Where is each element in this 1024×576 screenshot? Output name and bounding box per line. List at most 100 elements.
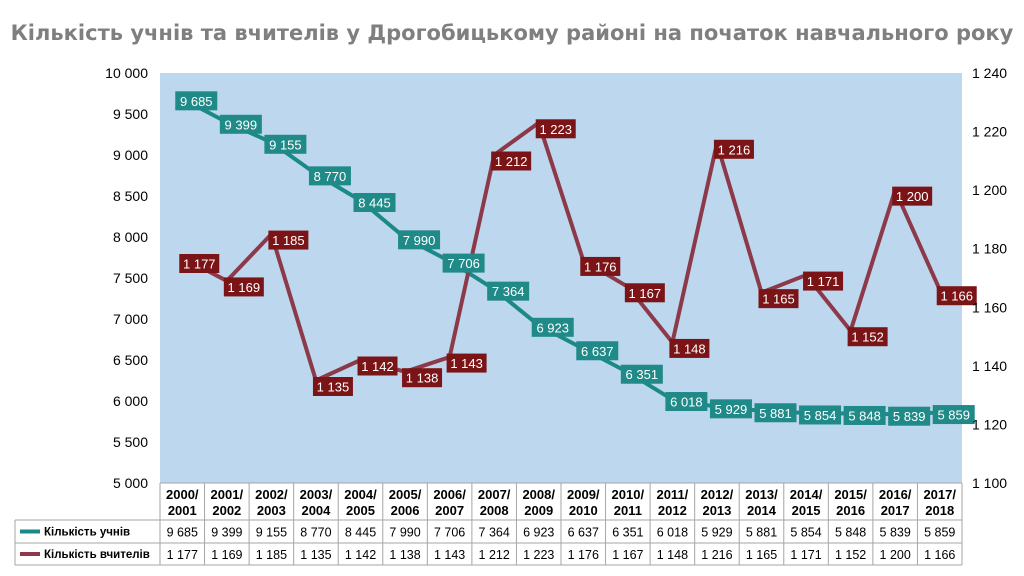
students-data-label: 5 854 [804, 408, 837, 423]
table-cell: 1 143 [434, 548, 465, 562]
table-cell: 5 839 [880, 526, 911, 540]
teachers-data-label-box [847, 327, 888, 347]
x-tick-label: 2000/2001 [166, 487, 199, 518]
table-cell: 5 854 [790, 526, 821, 540]
teachers-data-label-box [223, 277, 264, 297]
teachers-data-label-box [580, 256, 621, 276]
table-cell: 6 018 [657, 526, 688, 540]
teachers-data-label-box [312, 377, 353, 396]
teachers-data-label: 1 177 [183, 257, 216, 272]
table-cell: 5 859 [924, 526, 955, 540]
table-cell: 1 177 [167, 548, 198, 562]
table-cell: 1 223 [523, 548, 554, 562]
x-tick-label: 2009/2010 [567, 487, 600, 518]
teachers-data-label: 1 200 [896, 189, 929, 204]
table-cell: 8 445 [345, 526, 376, 540]
table-cell: 1 165 [746, 548, 777, 562]
legend-label-students: Кількість учнів [44, 527, 130, 539]
table-cell: 9 155 [256, 526, 287, 540]
teachers-data-label-box [268, 230, 309, 250]
y-left-tick-label: 10 000 [105, 65, 148, 81]
students-data-label: 9 155 [269, 137, 302, 152]
x-tick-label: 2016/2017 [879, 487, 912, 518]
students-data-label-box [843, 405, 886, 425]
students-data-label: 5 839 [893, 409, 926, 424]
table-cell: 1 135 [300, 548, 331, 562]
teachers-data-label-box [402, 368, 443, 388]
students-data-label-box [264, 134, 307, 154]
students-data-label-box [353, 193, 396, 213]
teachers-data-label: 1 148 [673, 341, 706, 356]
students-data-label: 6 018 [670, 395, 703, 410]
table-cell: 1 167 [612, 548, 643, 562]
chart-title: Кількість учнів та вчителів у Дрогобицьк… [11, 21, 1014, 45]
x-tick-label: 2002/2003 [255, 487, 288, 518]
students-data-label: 5 848 [848, 408, 881, 423]
teachers-data-label-box [713, 139, 754, 159]
students-data-label: 8 445 [358, 196, 391, 211]
students-data-label-box [888, 406, 931, 426]
x-tick-label: 2015/2016 [834, 487, 867, 518]
table-cell: 6 637 [568, 526, 599, 540]
y-left-tick-label: 7 000 [113, 311, 148, 327]
x-tick-label: 2012/2013 [701, 487, 734, 518]
teachers-data-label-box [357, 356, 398, 376]
teachers-data-label-box [491, 151, 532, 171]
y-left-tick-label: 7 500 [113, 270, 148, 286]
table-cell: 1 216 [701, 548, 732, 562]
teachers-data-label: 1 142 [361, 359, 394, 374]
teachers-data-label: 1 165 [762, 292, 795, 307]
y-right-tick-label: 1 220 [972, 124, 1007, 140]
teachers-data-label-box [669, 338, 710, 358]
students-data-label-box [665, 392, 708, 412]
table-cell: 1 166 [924, 548, 955, 562]
x-tick-label: 2010/2011 [612, 487, 645, 518]
students-data-label: 7 706 [447, 256, 480, 271]
y-right-tick-label: 1 180 [972, 241, 1007, 257]
teachers-data-label: 1 138 [406, 371, 439, 386]
students-data-label: 5 859 [937, 408, 970, 423]
y-left-tick-label: 9 500 [113, 106, 148, 122]
teachers-data-label: 1 176 [584, 259, 617, 274]
table-cell: 1 176 [568, 548, 599, 562]
students-data-label: 6 923 [536, 320, 569, 335]
students-data-label-box [175, 91, 218, 111]
x-tick-label: 2005/2006 [389, 487, 422, 518]
teachers-data-label-box [936, 286, 977, 306]
students-data-label: 9 685 [180, 94, 213, 109]
teachers-data-label-box [535, 119, 576, 139]
y-right-tick-label: 1 160 [972, 299, 1007, 315]
y-left-tick-label: 9 000 [113, 147, 148, 163]
students-data-label-box [308, 166, 351, 186]
teachers-data-label: 1 152 [851, 330, 884, 345]
teachers-data-label: 1 143 [450, 356, 483, 371]
teachers-data-label-box [803, 271, 844, 291]
students-data-label: 8 770 [314, 169, 347, 184]
students-data-label: 7 990 [403, 233, 436, 248]
teachers-data-label-box [624, 283, 665, 303]
y-right-tick-label: 1 120 [972, 416, 1007, 432]
table-cell: 1 171 [790, 548, 821, 562]
y-right-tick-label: 1 140 [972, 358, 1007, 374]
teachers-data-label: 1 166 [940, 289, 973, 304]
teachers-data-label: 1 223 [539, 122, 572, 137]
table-cell: 5 848 [835, 526, 866, 540]
x-tick-label: 2001/2002 [211, 487, 244, 518]
students-data-label-box [531, 317, 574, 337]
teachers-data-label: 1 169 [228, 280, 261, 295]
x-tick-label: 2017/2018 [923, 487, 956, 518]
y-left-tick-label: 6 000 [113, 393, 148, 409]
x-tick-label: 2013/2014 [745, 487, 778, 518]
table-cell: 1 152 [835, 548, 866, 562]
teachers-data-label-box [758, 289, 799, 309]
students-data-label: 7 364 [492, 284, 525, 299]
table-cell: 1 148 [657, 548, 688, 562]
y-left-tick-label: 5 500 [113, 434, 148, 450]
table-cell: 8 770 [300, 526, 331, 540]
legend-label-teachers: Кількість вчителів [44, 549, 150, 561]
table-cell: 7 364 [479, 526, 510, 540]
x-tick-label: 2007/2008 [478, 487, 511, 518]
teachers-data-label: 1 212 [495, 154, 528, 169]
students-data-label-box [398, 230, 441, 250]
